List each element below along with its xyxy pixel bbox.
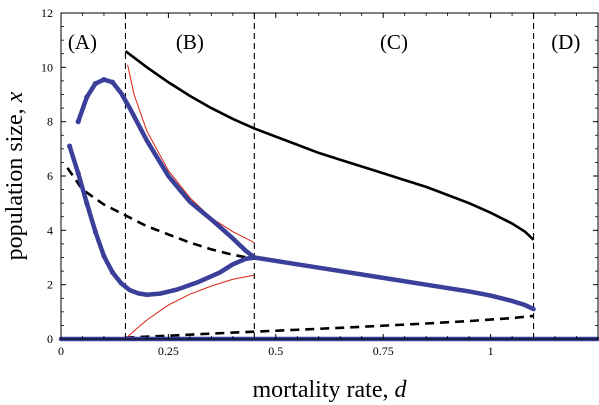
y-tick-label: 8	[47, 115, 53, 129]
region-label: (B)	[176, 30, 204, 54]
y-tick-label: 10	[41, 60, 53, 74]
y-tick-label: 6	[47, 169, 53, 183]
series-line-red-thin-lower	[125, 274, 255, 340]
region-labels: (A) (B) (C) (D)	[68, 30, 580, 54]
series-point	[109, 79, 116, 85]
series-line-black-dashed-lower	[125, 314, 534, 339]
series-point	[101, 253, 107, 259]
x-tick-label: 0	[58, 344, 64, 358]
x-tick-label: 1	[488, 344, 494, 358]
series-point	[101, 76, 107, 83]
series-point	[84, 94, 90, 100]
series-line-black-solid	[124, 49, 535, 241]
series-point	[92, 81, 98, 87]
series-point	[84, 200, 90, 206]
series-point	[92, 229, 98, 235]
y-axis-title: population size, x	[2, 91, 28, 260]
y-tick-label: 2	[47, 278, 53, 292]
y-tick-label: 4	[47, 223, 53, 237]
x-tick-label: 0.25	[158, 344, 179, 358]
x-tick-label: 0.5	[268, 344, 283, 358]
y-tick-label: 12	[41, 6, 53, 20]
series-point	[109, 269, 116, 276]
series-line-blue-thick-lower	[67, 143, 257, 297]
region-label: (D)	[551, 30, 580, 54]
x-tick-label: 0.75	[373, 344, 394, 358]
region-label: (C)	[380, 30, 408, 54]
region-label: (A)	[68, 30, 97, 54]
series-point	[75, 170, 81, 176]
x-axis-title: mortality rate, d	[253, 377, 408, 403]
series-layer	[58, 49, 599, 342]
series-line-blue-thick-upper	[75, 77, 257, 260]
series-point	[66, 143, 73, 149]
series-line-black-dashed-upper	[66, 167, 255, 261]
series-line-red-thin-upper	[127, 64, 255, 244]
series-line-blue-thick-merged	[252, 255, 536, 312]
y-tick-label: 0	[47, 332, 53, 346]
series-point	[75, 119, 81, 125]
